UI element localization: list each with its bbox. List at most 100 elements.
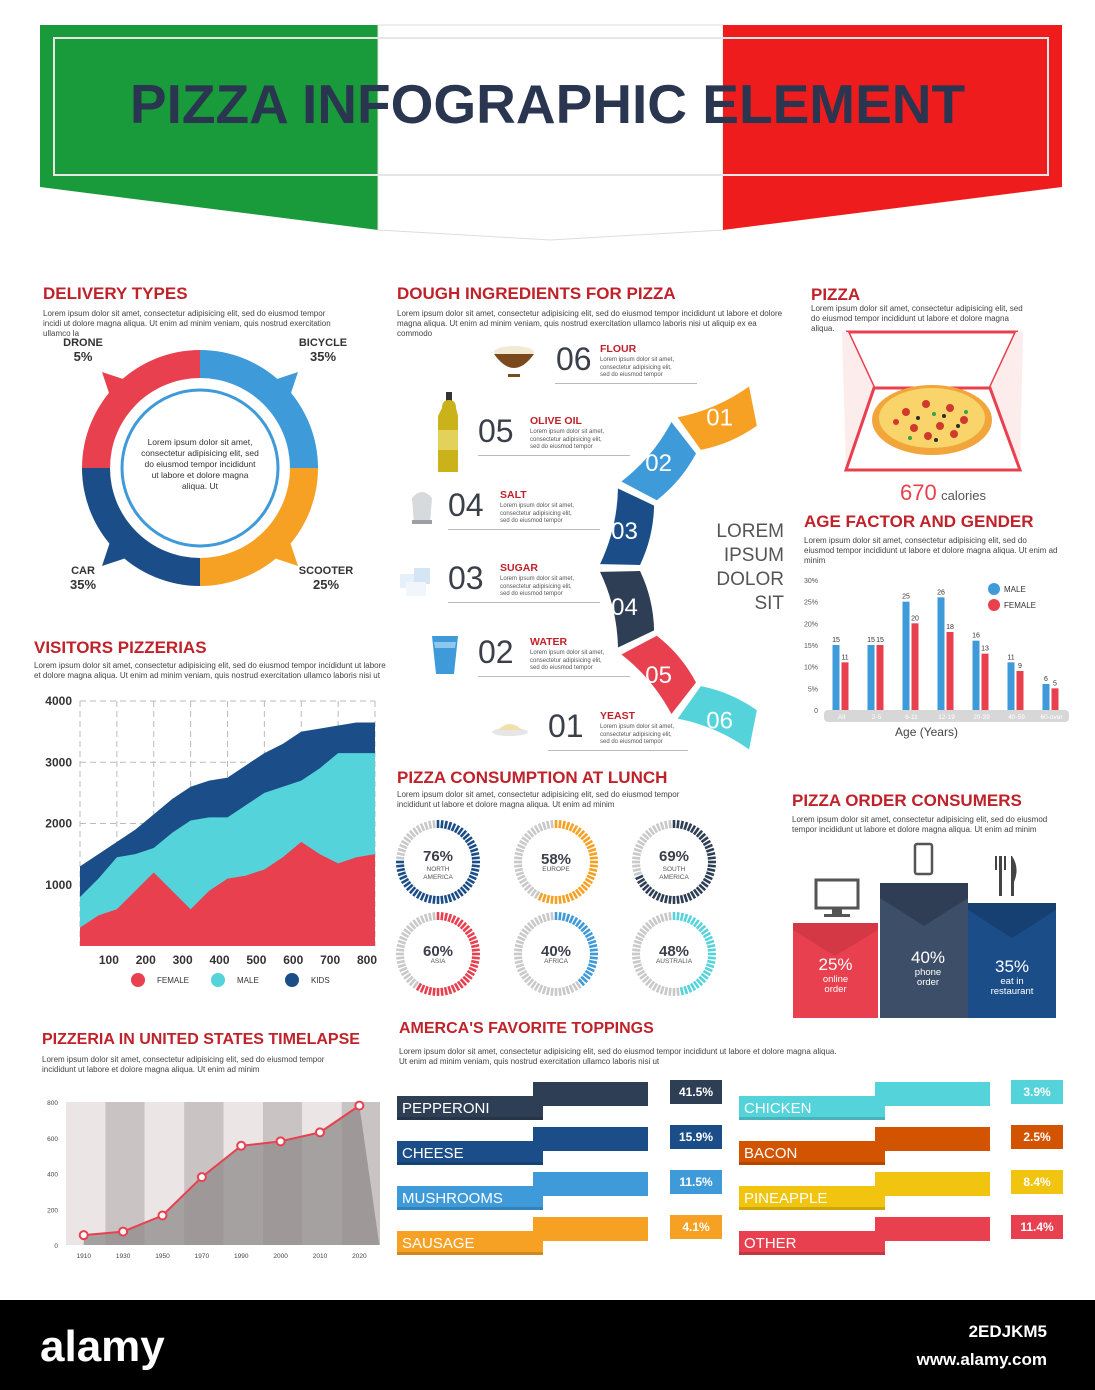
topping-name: MUSHROOMS: [402, 1190, 503, 1207]
lunch-ring-tick: [526, 829, 535, 838]
lunch-ring-tick: [550, 987, 554, 996]
lunch-ring-tick: [399, 874, 408, 881]
lunch-ring-tick: [432, 895, 436, 904]
lunch-ring-tick: [698, 975, 707, 984]
lunch-ring-tick: [403, 928, 412, 936]
delivery-slice-car: [82, 468, 200, 586]
visitors-title: VISITORS PIZZERIAS: [34, 638, 207, 657]
lunch-ring-tick: [636, 839, 646, 847]
lunch-ring-tick: [514, 948, 523, 952]
lunch-ring-tick: [635, 966, 644, 973]
lunch-ring-tick: [396, 948, 405, 952]
lunch-ring-tick: [396, 856, 405, 860]
lunch-ring-tick: [580, 883, 589, 892]
lunch-ring-tick: [632, 864, 641, 868]
lunch-ring-tick: [545, 820, 551, 830]
dough-item-number: 01: [548, 708, 584, 744]
timelapse-line-chart: 0 200 400 600 800 1910 1930 1950 1970 1990 2000 201…: [47, 1100, 380, 1260]
lunch-ring-tick: [399, 843, 408, 850]
lunch-region: AMERICA: [659, 874, 689, 881]
delivery-pointer: [102, 372, 132, 402]
lunch-ring-tick: [692, 919, 700, 928]
age-bar-male: [972, 640, 980, 710]
lunch-ring-tick: [679, 986, 685, 996]
lunch-ring-tick: [586, 935, 595, 942]
lunch-ring-tick: [462, 883, 471, 892]
timelapse-x-tick: 1970: [195, 1253, 210, 1260]
lunch-ring-tick: [419, 823, 426, 832]
age-bar-female: [946, 632, 954, 710]
lunch-ring-tick: [537, 915, 544, 924]
lunch-ring-tick: [706, 851, 716, 857]
lunch-ring-tick: [400, 839, 410, 847]
lunch-ring-tick: [659, 985, 665, 995]
lunch-ring-tick: [471, 948, 480, 952]
lunch-ring-tick: [403, 880, 412, 888]
timelapse-x-tick: 2000: [273, 1253, 288, 1260]
delivery-slice-bicycle: [200, 350, 318, 468]
topping-pct: 11.5%: [670, 1170, 722, 1194]
lunch-ring-tick: [692, 888, 700, 897]
lunch-ring-tick: [518, 877, 528, 885]
toppings-title: AMERCA'S FAVORITE TOPPINGS: [399, 1020, 654, 1037]
dough-item-text: Lorem ipsum dolor sit amet, consectetur …: [600, 724, 675, 745]
dough-text: Lorem ipsum dolor sit amet, consectetur …: [397, 309, 783, 338]
dough-item-name: WATER: [530, 636, 568, 648]
lunch-ring-tick: [632, 959, 642, 965]
dough-arc-number: 03: [611, 518, 638, 545]
dough-arc-segment-02: [621, 421, 696, 501]
timelapse-y-tick: 200: [47, 1207, 58, 1214]
lunch-ring-tick: [565, 821, 571, 831]
lunch-ring-tick: [517, 843, 526, 850]
lunch-ring-tick: [523, 924, 532, 933]
topping-pct: 2.5%: [1011, 1125, 1063, 1149]
lunch-ring-tick: [558, 912, 562, 921]
lunch-ring-tick: [633, 847, 643, 853]
dough-ingredients-chart: 06 05 04 03 02 01: [400, 346, 757, 750]
lunch-ring-tick: [587, 847, 597, 853]
lunch-ring-tick: [550, 895, 554, 904]
lunch-ring-tick: [408, 829, 417, 838]
topping-pct: 3.9%: [1011, 1080, 1063, 1104]
lunch-ring-tick: [683, 985, 689, 995]
lunch-ring-tick: [632, 943, 642, 949]
dough-item-number: 06: [556, 341, 592, 377]
lunch-ring-tick: [644, 829, 653, 838]
lunch-ring-tick: [396, 959, 406, 965]
age-bar-label: 13: [981, 646, 989, 653]
lunch-ring-tick: [659, 893, 665, 903]
lunch-ring-tick: [408, 886, 417, 895]
topping-bar-front: [397, 1231, 543, 1255]
lunch-ring-tick: [679, 820, 685, 830]
age-bar-female: [1016, 671, 1024, 710]
lunch-ring-tick: [568, 915, 575, 924]
lunch-ring-tick: [558, 895, 562, 904]
lunch-ring-tick: [453, 824, 461, 834]
dough-arc-number: 06: [706, 708, 733, 735]
lunch-ring-tick: [587, 963, 597, 969]
topping-bar-back: [875, 1082, 990, 1106]
lunch-ring-tick: [632, 948, 641, 952]
lunch-ring-tick: [537, 984, 544, 993]
topping-bar-back: [875, 1172, 990, 1196]
lunch-ring-tick: [471, 864, 480, 868]
lunch-ring-tick: [459, 886, 468, 895]
lunch-pct: 48%: [659, 943, 689, 960]
lunch-ring-tick: [466, 839, 476, 847]
page-title: PIZZA INFOGRAPHIC ELEMENT: [129, 73, 966, 135]
lunch-ring-tick: [397, 871, 407, 877]
lunch-ring-tick: [419, 984, 426, 993]
lunch-ring-tick: [695, 886, 704, 895]
lunch-ring-tick: [545, 986, 551, 996]
lunch-ring-tick: [466, 931, 476, 939]
lunch-ring-tick: [423, 893, 429, 903]
age-bar-label: 6: [1044, 676, 1048, 683]
fork-knife-icon: [995, 856, 1017, 896]
visitors-y-tick: 2000: [45, 817, 72, 831]
dough-arc-segment-05: [621, 635, 696, 715]
age-bar-male: [1042, 684, 1050, 710]
age-legend-label: FEMALE: [1004, 601, 1036, 610]
age-x-tick: 60-over: [1040, 714, 1063, 721]
lunch-ring-tick: [423, 985, 429, 995]
age-bar-label: 11: [1007, 654, 1014, 661]
